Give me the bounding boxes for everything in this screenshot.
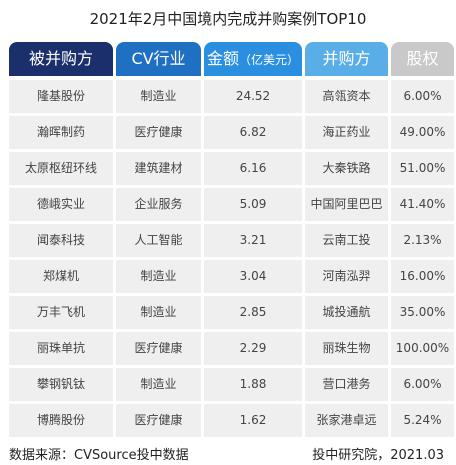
header-amount: 金额（亿美元）	[204, 42, 302, 76]
cell-stake: 100.00%	[391, 332, 454, 365]
cell-acquirer: 大秦铁路	[305, 152, 388, 185]
page-title: 2021年2月中国境内完成并购案例TOP10	[89, 10, 367, 28]
cell-acquirer: 营口港务	[305, 368, 388, 401]
cell-industry: 制造业	[116, 368, 201, 401]
cell-industry: 医疗健康	[116, 116, 201, 149]
cell-acquirer: 云南工投	[305, 224, 388, 257]
header-amount-label: 金额	[206, 49, 239, 68]
cell-stake: 41.40%	[391, 188, 454, 221]
cell-stake: 2.13%	[391, 224, 454, 257]
header-industry: CV行业	[116, 42, 201, 76]
cell-industry: 医疗健康	[116, 332, 201, 365]
cell-target: 闻泰科技	[9, 224, 113, 257]
cell-amount: 24.52	[204, 80, 302, 113]
cell-target: 太原枢纽环线	[9, 152, 113, 185]
cell-stake: 51.00%	[391, 152, 454, 185]
cell-stake: 35.00%	[391, 296, 454, 329]
cell-industry: 建筑建材	[116, 152, 201, 185]
cell-industry: 医疗健康	[116, 404, 201, 437]
cell-stake: 5.24%	[391, 404, 454, 437]
cell-amount: 2.85	[204, 296, 302, 329]
cell-acquirer: 中国阿里巴巴	[305, 188, 388, 221]
data-source: 数据来源：CVSource投中数据	[9, 448, 189, 463]
cell-stake: 16.00%	[391, 260, 454, 293]
cell-target: 丽珠单抗	[9, 332, 113, 365]
cell-target: 郑煤机	[9, 260, 113, 293]
cell-acquirer: 河南泓羿	[305, 260, 388, 293]
cell-target: 德峨实业	[9, 188, 113, 221]
cell-acquirer: 张家港卓远	[305, 404, 388, 437]
cell-target: 攀钢钒钛	[9, 368, 113, 401]
cell-industry: 企业服务	[116, 188, 201, 221]
header-acquirer: 并购方	[305, 42, 388, 76]
publisher-credit: 投中研究院，2021.03	[312, 448, 444, 463]
cell-industry: 制造业	[116, 296, 201, 329]
cell-stake: 6.00%	[391, 368, 454, 401]
cell-industry: 制造业	[116, 80, 201, 113]
cell-acquirer: 城投通航	[305, 296, 388, 329]
header-amount-unit: （亿美元）	[239, 53, 300, 67]
cell-stake: 49.00%	[391, 116, 454, 149]
header-stake: 股权	[391, 42, 454, 76]
cell-target: 瀚晖制药	[9, 116, 113, 149]
cell-amount: 3.21	[204, 224, 302, 257]
cell-stake: 6.00%	[391, 80, 454, 113]
cell-amount: 1.88	[204, 368, 302, 401]
cell-amount: 6.16	[204, 152, 302, 185]
cell-acquirer: 丽珠生物	[305, 332, 388, 365]
cell-acquirer: 海正药业	[305, 116, 388, 149]
cell-industry: 人工智能	[116, 224, 201, 257]
cell-target: 万丰飞机	[9, 296, 113, 329]
cell-amount: 6.82	[204, 116, 302, 149]
cell-target: 博腾股份	[9, 404, 113, 437]
header-target: 被并购方	[9, 42, 113, 76]
cell-acquirer: 高瓴资本	[305, 80, 388, 113]
cell-amount: 1.62	[204, 404, 302, 437]
cell-target: 隆基股份	[9, 80, 113, 113]
cell-amount: 2.29	[204, 332, 302, 365]
cell-industry: 制造业	[116, 260, 201, 293]
cell-amount: 3.04	[204, 260, 302, 293]
cell-amount: 5.09	[204, 188, 302, 221]
